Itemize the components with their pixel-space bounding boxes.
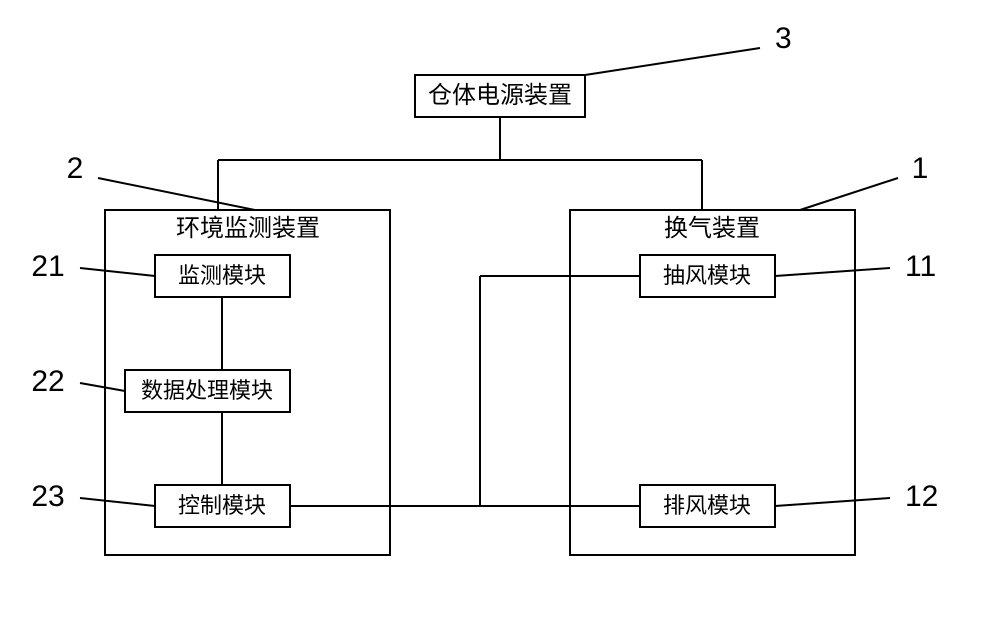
- leader-monitor: 21: [31, 250, 155, 283]
- box-dataproc-title: 数据处理模块: [141, 378, 273, 403]
- label-monitor: 21: [31, 250, 64, 283]
- box-exhaust-title: 排风模块: [663, 493, 751, 518]
- box-control-title: 控制模块: [178, 493, 266, 518]
- label-extract: 11: [905, 250, 936, 283]
- diagram-canvas: 仓体电源装置 环境监测装置 换气装置 监测模块 数据处理模块 控制模块 抽风模块…: [0, 0, 1000, 630]
- box-vent-title: 换气装置: [664, 215, 760, 242]
- label-dataproc: 22: [31, 365, 64, 398]
- label-power: 3: [775, 22, 792, 55]
- leader-power: 3: [585, 22, 792, 75]
- box-power-title: 仓体电源装置: [428, 82, 572, 109]
- box-monitor: 监测模块: [155, 255, 290, 297]
- box-extract-title: 抽风模块: [663, 263, 751, 288]
- conn-control-to-fans: [290, 276, 640, 506]
- label-control: 23: [31, 480, 64, 513]
- box-power: 仓体电源装置: [415, 75, 585, 117]
- label-env: 2: [67, 152, 84, 185]
- leader-exhaust: 12: [775, 480, 938, 513]
- conn-power-to-devices: [218, 117, 702, 210]
- leader-vent: 1: [800, 152, 928, 210]
- box-extract: 抽风模块: [640, 255, 775, 297]
- leader-control: 23: [31, 480, 155, 513]
- leader-dataproc: 22: [31, 365, 125, 398]
- box-exhaust: 排风模块: [640, 485, 775, 527]
- label-exhaust: 12: [905, 480, 938, 513]
- box-monitor-title: 监测模块: [178, 263, 266, 288]
- box-control: 控制模块: [155, 485, 290, 527]
- box-env-title: 环境监测装置: [176, 215, 320, 242]
- box-dataproc: 数据处理模块: [125, 370, 290, 412]
- label-vent: 1: [912, 152, 929, 185]
